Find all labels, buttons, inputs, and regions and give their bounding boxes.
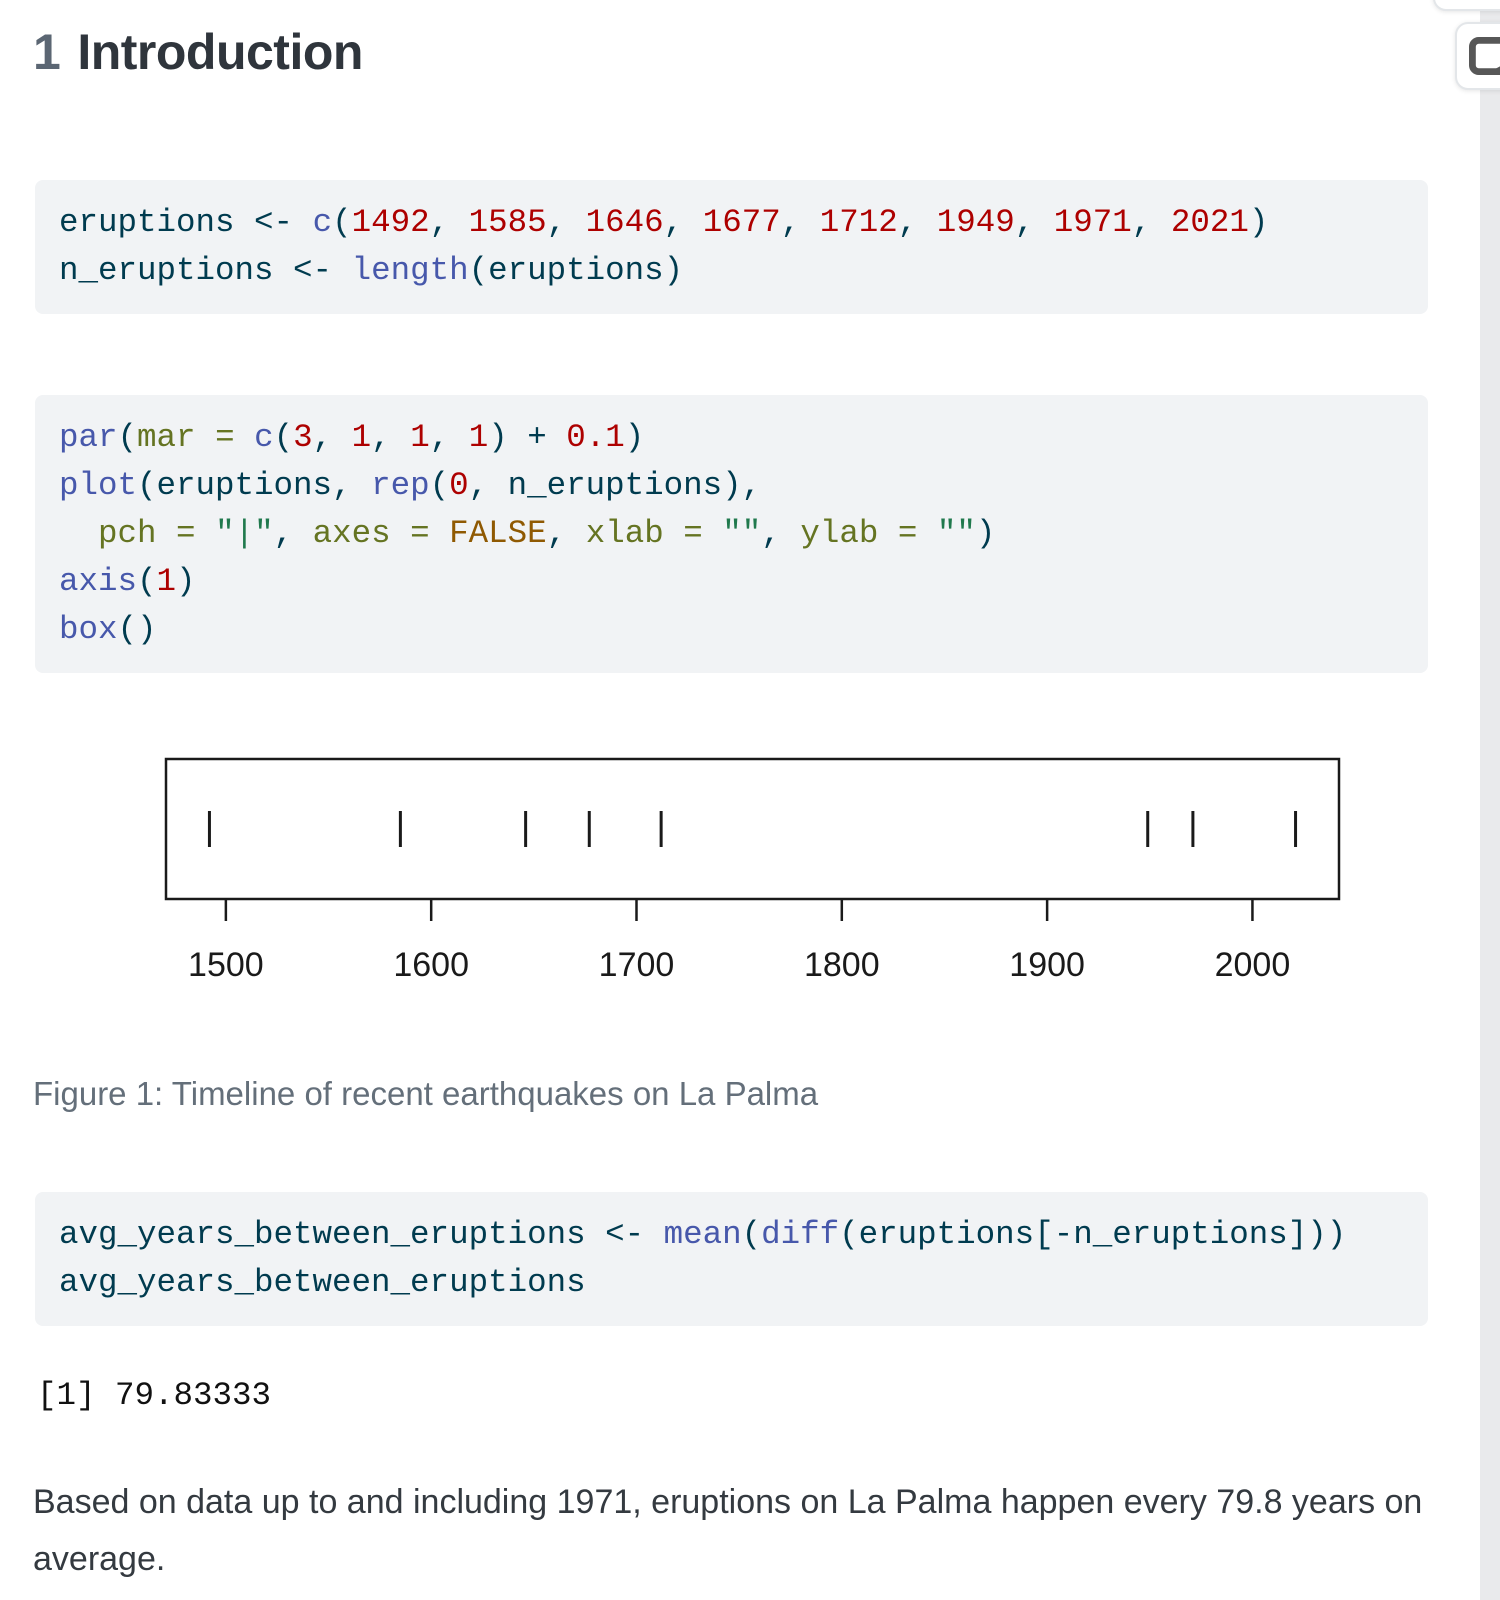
- figure-caption: Figure 1: Timeline of recent earthquakes…: [33, 1075, 819, 1112]
- section-title-text: Introduction: [77, 24, 363, 80]
- toolbar-button-partial[interactable]: [1433, 0, 1500, 11]
- code-line: eruptions <- c(1492, 1585, 1646, 1677, 1…: [59, 204, 1269, 241]
- axis-tick-label: 1900: [1009, 946, 1085, 984]
- scrollbar-track[interactable]: [1480, 0, 1500, 1600]
- code-block-average: avg_years_between_eruptions <- mean(diff…: [35, 1192, 1428, 1326]
- annotation-note-button[interactable]: [1455, 22, 1500, 90]
- code-line: pch = "|", axes = FALSE, xlab = "", ylab…: [98, 515, 996, 552]
- axis-tick-label: 1500: [188, 946, 264, 984]
- axis-tick-label: 1700: [599, 946, 675, 984]
- code-line: par(mar = c(3, 1, 1, 1) + 0.1): [59, 419, 645, 456]
- code-line: plot(eruptions, rep(0, n_eruptions),: [59, 467, 762, 504]
- console-output: [1] 79.83333: [37, 1377, 272, 1414]
- code-line: avg_years_between_eruptions <- mean(diff…: [59, 1216, 1347, 1253]
- code-line: avg_years_between_eruptions: [59, 1264, 586, 1301]
- conclusion-paragraph: Based on data up to and including 1971, …: [33, 1483, 1423, 1578]
- code-line: axis(1): [59, 563, 196, 600]
- page-title: 1 Introduction: [33, 0, 1428, 80]
- axis-tick-label: 1800: [804, 946, 880, 984]
- code-block-plot: par(mar = c(3, 1, 1, 1) + 0.1) plot(erupt…: [35, 395, 1428, 673]
- eruptions-timeline-plot: 1500 1600 1700 1800 1900 2000: [164, 757, 1341, 984]
- code-line: box(): [59, 611, 157, 648]
- axis-tick-label: 1600: [393, 946, 469, 984]
- code-block-eruptions: eruptions <- c(1492, 1585, 1646, 1677, 1…: [35, 180, 1428, 314]
- figure-1: 1500 1600 1700 1800 1900 2000: [0, 729, 1500, 999]
- axis-tick-label: 2000: [1215, 946, 1291, 984]
- plot-box: [164, 757, 1341, 901]
- code-line: n_eruptions <- length(eruptions): [59, 252, 684, 289]
- section-number: 1: [33, 24, 61, 80]
